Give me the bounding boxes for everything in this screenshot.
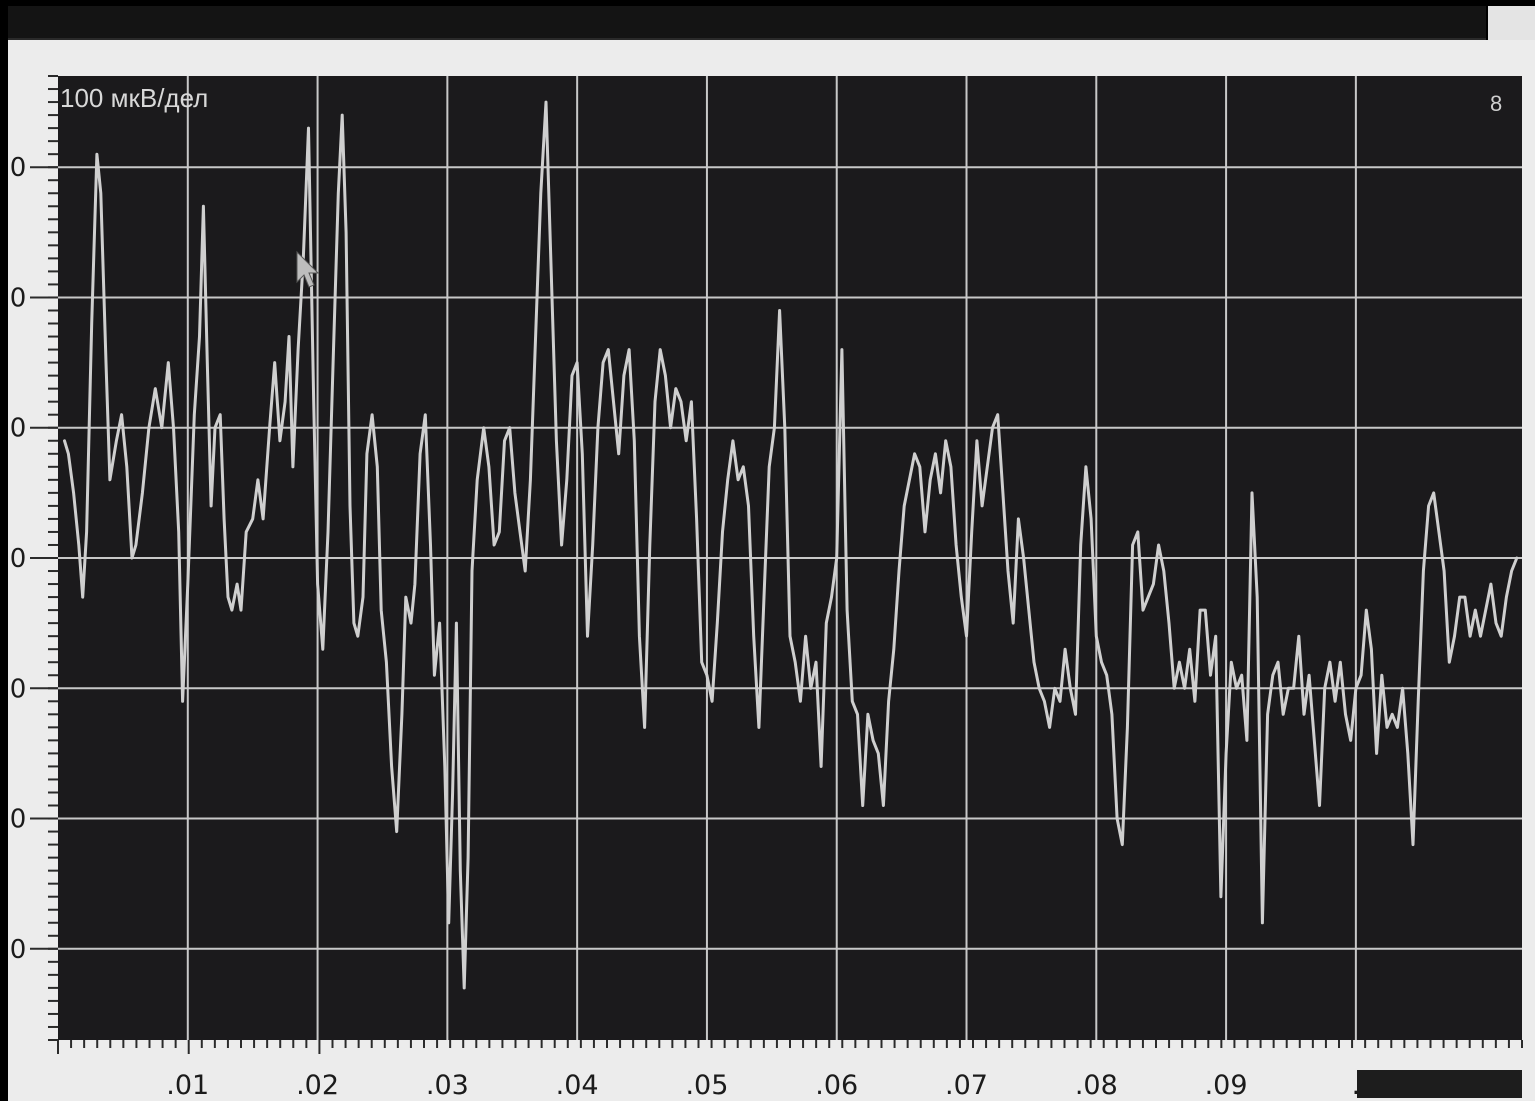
scale-label: 100 мкВ/дел: [60, 83, 208, 113]
y-tick-label-3: 0: [10, 414, 27, 444]
x-tick-label-2: .02: [296, 1070, 339, 1101]
x-tick-label-7: .07: [945, 1070, 988, 1101]
signal-trace-group: [63, 100, 1519, 990]
minor-ticks: [48, 75, 1523, 1054]
signal-trace-1: [63, 100, 1519, 990]
y-tick-label-2: 0: [10, 283, 27, 313]
x-tick-label-10: .: [1352, 1070, 1361, 1101]
x-tick-label-4: .04: [556, 1070, 599, 1101]
status-box[interactable]: [1357, 1070, 1522, 1098]
y-tick-label-1: 0: [10, 153, 27, 183]
y-tick-label-4: 0: [10, 544, 27, 574]
x-tick-label-5: .05: [685, 1070, 728, 1101]
x-tick-label-6: .06: [815, 1070, 858, 1101]
x-tick-label-1: .01: [166, 1070, 209, 1101]
cursor-pointer-icon: [296, 250, 320, 288]
corner-marker: 8: [1490, 91, 1502, 116]
x-tick-label-8: .08: [1075, 1070, 1118, 1101]
y-tick-label-7: 0: [10, 935, 27, 965]
top-toolbar-corner: [1488, 6, 1535, 40]
x-tick-label-9: .09: [1205, 1070, 1248, 1101]
x-tick-labels: .01 .02 .03 .04 .05 .06 .07 .08 .09.: [166, 1070, 1360, 1101]
x-tick-label-3: .03: [426, 1070, 469, 1101]
y-tick-label-5: 0: [10, 674, 27, 704]
y-tick-labels: 0 0 0 0 0 0 0: [10, 153, 58, 965]
top-toolbar-strip: [8, 6, 1486, 40]
y-tick-label-6: 0: [10, 805, 27, 835]
